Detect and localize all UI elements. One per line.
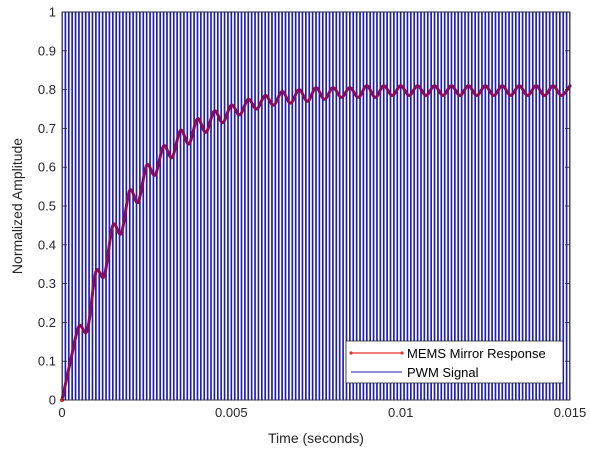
plot-area: [59, 11, 572, 403]
legend-item-pwm-signal: PWM Signal: [351, 365, 479, 380]
y-tick-label: 0.1: [38, 354, 56, 369]
legend-swatch-mems-dot-start: [349, 351, 353, 355]
mems-response-line: [60, 84, 572, 402]
legend: MEMS Mirror Response PWM Signal: [345, 340, 564, 384]
y-tick-label: 1: [49, 5, 56, 20]
y-axis-label: Normalized Amplitude: [9, 138, 25, 274]
legend-label-pwm: PWM Signal: [407, 365, 479, 380]
x-tick-label: 0.015: [554, 405, 587, 420]
x-tick-label: 0: [58, 405, 65, 420]
y-tick-label: 0.6: [38, 160, 56, 175]
x-axis: 0 0.005 0.01 0.015: [58, 12, 586, 420]
x-tick-label: 0.01: [388, 405, 413, 420]
x-tick-label: 0.005: [215, 405, 248, 420]
y-tick-label: 0: [49, 393, 56, 408]
legend-box: [345, 340, 564, 384]
legend-swatch-mems-dot-end: [400, 351, 404, 355]
y-tick-label: 0.7: [38, 121, 56, 136]
y-tick-label: 0.2: [38, 315, 56, 330]
legend-label-mems: MEMS Mirror Response: [407, 346, 546, 361]
y-tick-label: 0.9: [38, 43, 56, 58]
y-tick-label: 0.4: [38, 237, 56, 252]
y-axis: 0 0.1 0.2 0.3 0.4 0.5 0.6 0.7 0.8 0.9 1: [38, 5, 570, 408]
legend-item-mems-mirror-response: MEMS Mirror Response: [349, 346, 546, 361]
y-tick-label: 0.8: [38, 82, 56, 97]
y-tick-label: 0.5: [38, 199, 56, 214]
y-tick-label: 0.3: [38, 276, 56, 291]
x-axis-label: Time (seconds): [268, 430, 364, 446]
